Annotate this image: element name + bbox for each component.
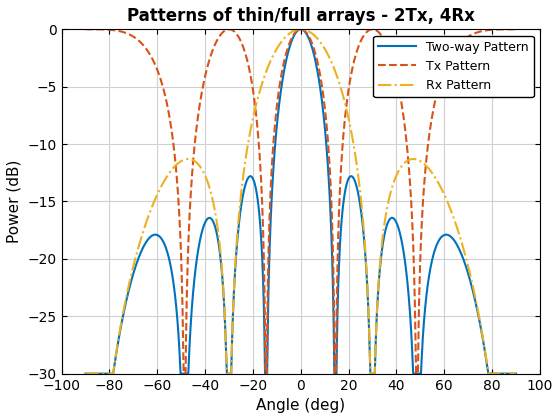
Tx Pattern [180,371,187,376]
Rx Pattern [343,104,349,109]
Rx Pattern [297,27,304,32]
Two-way Pattern [358,215,365,220]
Title: Patterns of thin/full arrays - 2Tx, 4Rx: Patterns of thin/full arrays - 2Tx, 4Rx [127,7,475,25]
Tx Pattern [189,163,196,168]
Line: Rx Pattern: Rx Pattern [86,29,516,374]
Two-way Pattern [343,185,349,190]
Rx Pattern [390,180,397,185]
Two-way Pattern [390,216,397,221]
Tx Pattern [343,108,349,113]
Tx Pattern [485,28,492,33]
Rx Pattern [358,205,365,210]
Two-way Pattern [485,370,492,375]
X-axis label: Angle (deg): Angle (deg) [256,398,346,413]
Rx Pattern [189,158,196,163]
Legend: Two-way Pattern, Tx Pattern, Rx Pattern: Two-way Pattern, Tx Pattern, Rx Pattern [374,36,534,97]
Tx Pattern [512,27,519,32]
Two-way Pattern [189,293,196,298]
Line: Two-way Pattern: Two-way Pattern [86,29,516,374]
Tx Pattern [286,42,292,47]
Two-way Pattern [82,371,89,376]
Tx Pattern [390,63,397,68]
Two-way Pattern [297,27,304,32]
Tx Pattern [82,27,89,32]
Rx Pattern [485,369,492,374]
Line: Tx Pattern: Tx Pattern [86,29,516,374]
Two-way Pattern [84,371,91,376]
Tx Pattern [358,36,365,41]
Y-axis label: Power (dB): Power (dB) [7,160,22,243]
Two-way Pattern [512,371,519,376]
Rx Pattern [512,371,519,376]
Rx Pattern [82,371,89,376]
Two-way Pattern [286,46,292,51]
Rx Pattern [286,31,292,36]
